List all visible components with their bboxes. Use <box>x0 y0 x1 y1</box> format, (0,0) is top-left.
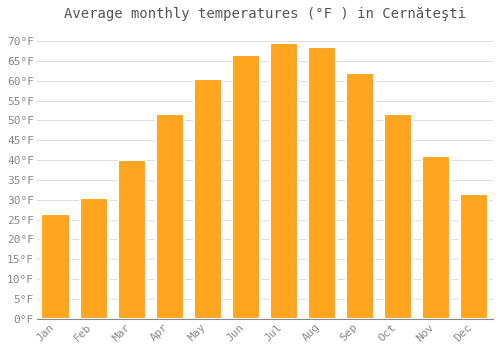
Bar <box>270 43 298 319</box>
Bar <box>194 79 222 319</box>
Bar <box>232 55 260 319</box>
Bar <box>384 114 412 319</box>
Bar <box>156 114 184 319</box>
Bar <box>42 214 70 319</box>
Bar <box>422 156 450 319</box>
Bar <box>308 47 336 319</box>
Bar <box>118 160 146 319</box>
Bar <box>80 198 108 319</box>
Bar <box>460 194 488 319</box>
Title: Average monthly temperatures (°F ) in Cernăteşti: Average monthly temperatures (°F ) in Ce… <box>64 7 466 21</box>
Bar <box>346 73 374 319</box>
